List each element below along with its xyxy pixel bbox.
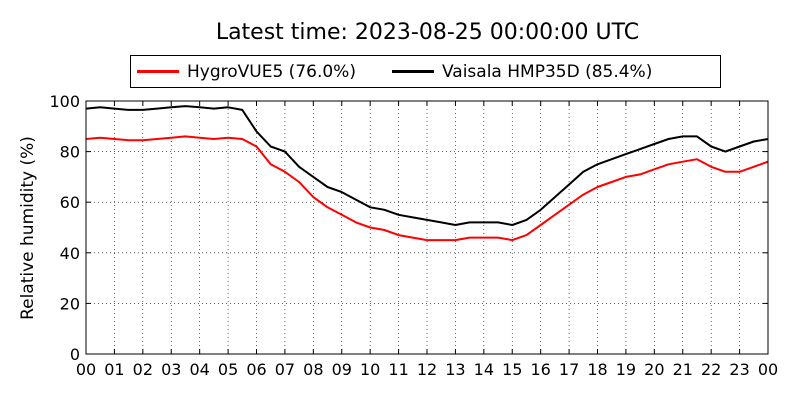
x-tick-label: 07: [275, 360, 295, 379]
x-tick-label: 09: [332, 360, 352, 379]
y-axis-label: Relative humidity (%): [18, 136, 38, 320]
x-tick-label: 11: [388, 360, 408, 379]
legend-swatch-black: [391, 70, 434, 73]
series-line-1: [85, 105, 769, 226]
x-tick-label: 23: [729, 360, 749, 379]
x-tick-label: 02: [133, 360, 153, 379]
y-tick-label: 60: [60, 193, 80, 212]
legend-label-vaisala: Vaisala HMP35D (85.4%): [441, 61, 653, 82]
x-tick-label: 15: [502, 360, 522, 379]
axis-ticks: 00 01 02 03 04 05 06 07 08 09 10 11 12 13 14 15 16 17 18 19…: [49, 92, 778, 379]
grid-lines: [86, 101, 768, 354]
legend-label-hygrovue5: HygroVUE5 (76.0%): [187, 61, 356, 82]
series-line-0: [85, 135, 769, 242]
x-tick-label: 00: [758, 360, 778, 379]
x-tick-label: 04: [189, 360, 209, 379]
x-tick-label: 17: [559, 360, 579, 379]
x-tick-label: 21: [673, 360, 693, 379]
x-tick-label: 06: [246, 360, 266, 379]
y-tick-label: 40: [60, 244, 80, 263]
x-tick-label: 13: [445, 360, 465, 379]
x-tick-label: 00: [76, 360, 96, 379]
series-lines: [85, 105, 769, 242]
x-tick-label: 12: [417, 360, 437, 379]
x-tick-label: 03: [161, 360, 181, 379]
legend-swatch-red: [137, 70, 179, 73]
x-tick-label: 01: [104, 360, 124, 379]
legend-item-vaisala: Vaisala HMP35D (85.4%): [391, 61, 653, 82]
y-tick-label: 0: [70, 345, 80, 364]
x-tick-label: 08: [303, 360, 323, 379]
legend-item-hygrovue5: HygroVUE5 (76.0%): [137, 62, 356, 82]
x-tick-label: 18: [587, 360, 607, 379]
x-tick-label: 05: [218, 360, 238, 379]
x-tick-label: 20: [644, 360, 664, 379]
x-tick-label: 10: [360, 360, 380, 379]
x-tick-label: 22: [701, 360, 721, 379]
legend: HygroVUE5 (76.0%) Vaisala HMP35D (85.4%): [130, 55, 721, 88]
x-tick-label: 16: [530, 360, 550, 379]
y-tick-label: 80: [60, 143, 80, 162]
x-tick-label: 19: [616, 360, 636, 379]
y-tick-label: 100: [49, 92, 80, 111]
chart-title: Latest time: 2023-08-25 00:00:00 UTC: [215, 20, 640, 45]
x-tick-label: 14: [474, 360, 494, 379]
y-tick-label: 20: [60, 294, 80, 313]
